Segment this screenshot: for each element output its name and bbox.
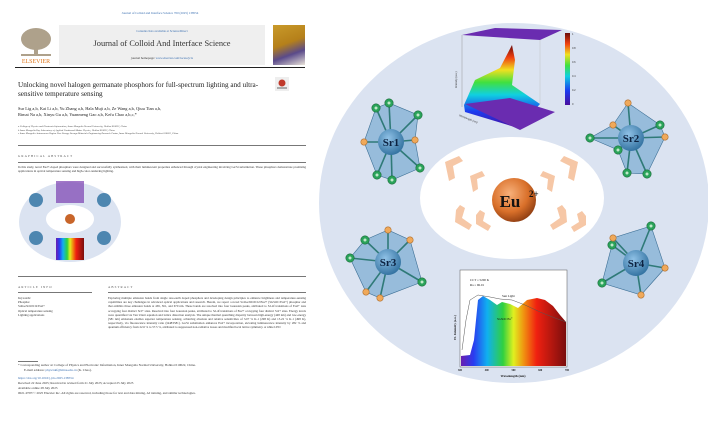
halogen-atom [411, 136, 419, 144]
halogen-atom [360, 138, 368, 146]
doi-link[interactable]: https://doi.org/10.1016/j.jcis.2025.1385… [18, 376, 74, 380]
sciencedirect-link[interactable]: ScienceDirect [169, 29, 188, 33]
svg-text:ELSEVIER: ELSEVIER [22, 59, 50, 65]
halogen-atom [624, 99, 632, 107]
spectrum-xlabel: Wavelength (nm) [501, 374, 526, 378]
spectrum-xtick: 300 [458, 369, 463, 372]
contents-text: Contents lists available at [136, 29, 170, 33]
divider [18, 162, 306, 163]
copyright: 0021-9797/© 2025 Elsevier Inc. All right… [18, 391, 196, 395]
sr-site-label: Sr3 [380, 257, 397, 269]
homepage-link[interactable]: www.elsevier.com/locate/jcis [155, 56, 193, 60]
energy-transfer-arrows [445, 156, 586, 232]
authors-line: Sur Lig a,b, Kai Li a,b, Yu Zhang a,b, H… [18, 106, 162, 111]
colorbar [565, 33, 570, 105]
colorbar-tick: 0.2 [572, 88, 576, 92]
halogen-atom [661, 133, 669, 141]
email-label: E-mail address: [24, 368, 46, 372]
footnotes: * Corresponding author at: College of Ph… [18, 363, 308, 396]
keyword: Sr4Ge3O10Cl2:Eu2+ [18, 304, 45, 309]
eu-charge: 2+ [529, 189, 539, 199]
spectrum-xtick: 500 [512, 369, 517, 372]
keyword: Optical temperature sensing [18, 308, 53, 313]
graphical-abstract-thumbnail [19, 181, 121, 262]
abstract-heading: ABSTRACT [108, 285, 134, 289]
divider [108, 292, 306, 293]
ra-label: Ra = 96.01 [470, 283, 485, 287]
sr-site-polyhedron: Sr2 [585, 99, 669, 179]
sr-site-polyhedron: Sr4 [597, 221, 669, 299]
article-info-heading: ARTICLE INFO [18, 285, 53, 289]
crossmark-icon[interactable] [275, 77, 289, 91]
keywords-label: Keywords: [18, 296, 32, 300]
authors-line: Rimai Na a,b, Xinyu Gu a,b, Yuanmeng Gao… [18, 112, 137, 117]
el-spectrum-plot: CCT = 5200 K Ra = 96.01 Sun Light SGSOC:… [453, 269, 570, 378]
sr-site-label: Sr4 [628, 258, 645, 270]
sr-site-polyhedron: Sr3 [345, 226, 427, 302]
corresponding-author: * Corresponding author at: College of Ph… [18, 363, 196, 367]
sun-light-label: Sun Light [502, 294, 515, 298]
received-dates: Received 22 June 2025; Received in revis… [18, 381, 134, 385]
journal-cover-image [273, 25, 305, 65]
colorbar-tick: 0.4 [572, 74, 576, 78]
header-divider [15, 67, 305, 68]
sample-label: SGSOC:Eu2+ [497, 317, 514, 321]
halogen-atom [661, 264, 669, 272]
divider [18, 292, 92, 293]
graphical-abstract-text: In this study, novel Eu2+-doped phosphor… [18, 165, 306, 174]
affiliation: a College of Physics and Electronic Info… [18, 125, 127, 128]
colorbar-tick: 0 [572, 102, 574, 106]
email-link[interactable]: physcnkf@imnu.edu.cn [45, 368, 77, 372]
divider [18, 276, 306, 277]
author-list: Sur Lig a,b, Kai Li a,b, Yu Zhang a,b, H… [18, 106, 278, 118]
colorbar-tick: 0.8 [572, 46, 576, 50]
sr-site-polyhedron: Sr1 [360, 98, 425, 185]
halogen-atom [609, 121, 617, 129]
available-online: Available online 28 July 2025 [18, 386, 58, 390]
halogen-atom [637, 291, 645, 299]
journal-header: Contents lists available at ScienceDirec… [59, 25, 265, 65]
spectrum-ylabel: EL Intensity (a.u.) [453, 315, 457, 340]
graphical-abstract: Eu 2+ Sr1 Sr2 Sr3 Sr4 1 0.8 0.6 0.4 0.2 0 Intens… [319, 23, 708, 383]
colorbar-tick: 0.6 [572, 60, 576, 64]
halogen-atom [406, 236, 414, 244]
eu-ion-sphere [492, 178, 536, 222]
eu-label: Eu [500, 192, 521, 211]
keyword: Phosphor [18, 300, 30, 305]
homepage-text: journal homepage: [131, 56, 156, 60]
spectrum-xtick: 600 [538, 369, 543, 372]
sr-site-label: Sr1 [383, 137, 400, 149]
affiliations: a College of Physics and Electronic Info… [18, 125, 308, 136]
sr-site-label: Sr2 [623, 133, 640, 145]
colorbar-tick: 1 [572, 32, 574, 36]
graphical-abstract-heading: GRAPHICAL ABSTRACT [18, 154, 74, 158]
email-suffix: (K. Chao). [76, 368, 92, 372]
footnote-divider [18, 361, 38, 362]
spectrum-xtick: 700 [565, 369, 570, 372]
journal-citation: Journal of Colloid and Interface Science… [121, 11, 199, 15]
spectrum-xtick: 400 [485, 369, 490, 372]
thermal-xlabel: Wavelength (nm) [459, 113, 479, 124]
divider [18, 145, 306, 146]
affiliation: b Inner Mongolia Key Laboratory of Appli… [18, 128, 115, 132]
keywords: Keywords: Phosphor Sr4Ge3O10Cl2:Eu2+ Opt… [18, 296, 98, 317]
halogen-atom [384, 226, 392, 234]
cct-label: CCT = 5200 K [470, 278, 490, 282]
affiliation: c Inner Mongolia Autonomous Region New E… [18, 132, 179, 136]
halogen-atom [362, 288, 370, 296]
journal-title: Journal of Colloid And Interface Science [93, 39, 231, 48]
thermal-ylabel: Intensity (a.u.) [454, 71, 458, 88]
elsevier-logo: ELSEVIER [15, 25, 57, 65]
thermal-quenching-plot: 1 0.8 0.6 0.4 0.2 0 Intensity (a.u.) Waveleng… [454, 28, 576, 130]
paper-title: Unlocking novel halogen germanate phosph… [18, 81, 259, 98]
halogen-atom [609, 234, 617, 242]
halogen-atom [376, 294, 384, 302]
keyword: Lighting applications [18, 312, 45, 317]
abstract-text: Exploring multiple emission bands from s… [108, 296, 306, 330]
